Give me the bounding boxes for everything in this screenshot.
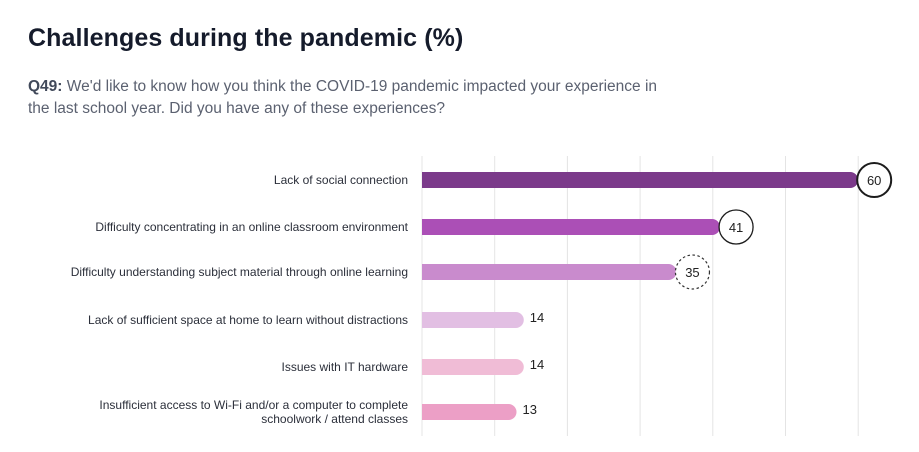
value-label: 60 (867, 173, 881, 188)
category-label: Insufficient access to Wi-Fi and/or a co… (99, 398, 408, 426)
bar (422, 404, 517, 420)
bar (422, 312, 524, 328)
bar-left-edge (422, 312, 432, 328)
bar-left-edge (422, 264, 432, 280)
value-label: 41 (729, 220, 743, 235)
bar-left-edge (422, 219, 432, 235)
category-label: Difficulty understanding subject materia… (71, 265, 408, 279)
bar (422, 359, 524, 375)
bar (422, 172, 859, 188)
value-label: 14 (530, 310, 544, 325)
value-label: 14 (530, 357, 544, 372)
bar-chart: Lack of social connection 60 Difficulty co… (71, 156, 893, 436)
question-body: We'd like to know how you think the COVI… (28, 78, 658, 117)
category-label: Difficulty concentrating in an online cl… (95, 220, 408, 234)
bar (422, 219, 721, 235)
bar-left-edge (422, 404, 432, 420)
bar-left-edge (422, 359, 432, 375)
question-number: Q49: (28, 78, 63, 95)
value-highlight-circle (674, 254, 711, 290)
value-highlight-circle (718, 209, 754, 245)
bar (422, 264, 677, 280)
value-label: 35 (685, 265, 699, 280)
bar-left-edge (422, 172, 432, 188)
category-label: Lack of sufficient space at home to lear… (88, 313, 408, 327)
value-label: 13 (523, 402, 537, 417)
category-label: Issues with IT hardware (282, 360, 409, 374)
category-label: Lack of social connection (274, 173, 408, 187)
question-text: Q49: We'd like to know how you think the… (28, 76, 668, 120)
chart-title: Challenges during the pandemic (%) (28, 24, 464, 52)
value-highlight-circle (856, 162, 893, 198)
